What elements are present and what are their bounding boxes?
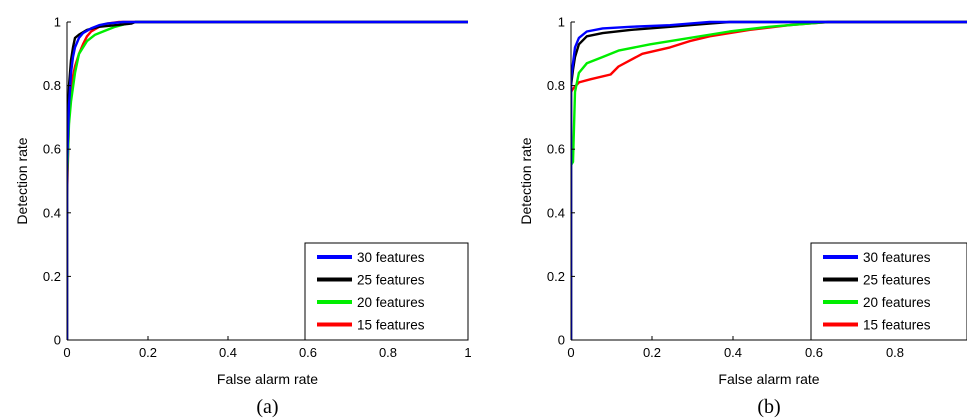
- series-line-30-features: [67, 20, 468, 340]
- y-tick-label: 1: [54, 15, 61, 30]
- legend-label: 25 features: [863, 273, 931, 288]
- y-axis-label: Detection rate: [518, 137, 534, 224]
- x-tick-label: 0.4: [724, 345, 742, 360]
- legend-label: 20 features: [863, 295, 931, 310]
- y-tick-label: 0.4: [547, 205, 565, 220]
- y-axis-label: Detection rate: [14, 137, 30, 224]
- x-axis-label: False alarm rate: [718, 371, 819, 387]
- y-tick-label: 0.8: [547, 78, 565, 93]
- x-tick-label: 0.2: [643, 345, 661, 360]
- x-axis-label: False alarm rate: [217, 371, 318, 387]
- legend-label: 20 features: [357, 295, 425, 310]
- x-tick-label: 0.4: [219, 345, 237, 360]
- y-tick-label: 0.6: [43, 142, 61, 157]
- x-tick-label: 0.6: [299, 345, 317, 360]
- y-tick-label: 0.6: [547, 142, 565, 157]
- chart-panel-b: 0 0.2 0.4 0.6 0.8 1 0 0.2 0.4 0.6 0.8 False alarm r…: [518, 15, 967, 418]
- y-tick-label: 0.2: [43, 269, 61, 284]
- series-group: [571, 20, 967, 340]
- legend-label: 15 features: [357, 318, 425, 333]
- panel-caption: (a): [256, 396, 278, 418]
- y-tick-label: 0: [558, 333, 565, 348]
- y-tick-label: 0.2: [547, 269, 565, 284]
- legend-box: [810, 242, 967, 341]
- x-tick-label: 0: [63, 345, 70, 360]
- y-tick-label: 0.8: [43, 78, 61, 93]
- series-line-30-features: [571, 20, 967, 340]
- legend-label: 30 features: [863, 250, 931, 265]
- y-tick-label: 0.4: [43, 205, 61, 220]
- y-tick-label: 0: [54, 333, 61, 348]
- legend-label: 15 features: [863, 318, 931, 333]
- legend: 30 features 25 features 20 features 15 feat…: [810, 242, 967, 341]
- x-tick-label: 0: [567, 345, 574, 360]
- legend-label: 25 features: [357, 273, 425, 288]
- x-tick-label: 0.2: [139, 345, 157, 360]
- legend: 30 features 25 features 20 features 15 feat…: [304, 242, 469, 341]
- x-tick-label: 0.6: [805, 345, 823, 360]
- x-tick-label: 1: [464, 345, 471, 360]
- panel-caption: (b): [757, 396, 780, 418]
- x-tick-label: 0.8: [886, 345, 904, 360]
- y-tick-label: 1: [558, 15, 565, 30]
- series-line-20-features: [571, 20, 967, 340]
- legend-label: 30 features: [357, 250, 425, 265]
- chart-panel-a: 0 0.2 0.4 0.6 0.8 1 0 0.2 0.4 0.6 0.8 1 False alarm …: [14, 15, 472, 419]
- x-tick-label: 0.8: [379, 345, 397, 360]
